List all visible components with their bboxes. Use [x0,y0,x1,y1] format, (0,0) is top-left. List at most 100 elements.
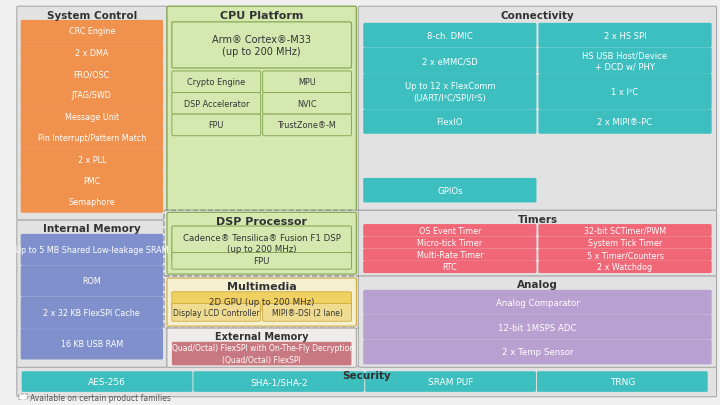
FancyBboxPatch shape [172,292,351,311]
Text: FRO/OSC: FRO/OSC [73,70,110,79]
FancyBboxPatch shape [194,371,364,392]
Text: DSP Accelerator: DSP Accelerator [184,100,249,109]
Text: 2D GPU (up to 200 MHz): 2D GPU (up to 200 MHz) [209,297,315,306]
Text: 2 x HS SPI: 2 x HS SPI [604,32,647,40]
FancyBboxPatch shape [172,342,351,354]
FancyBboxPatch shape [359,211,716,276]
Text: Analog Comparator: Analog Comparator [495,298,580,307]
FancyBboxPatch shape [172,115,261,136]
FancyBboxPatch shape [539,48,711,75]
Text: Internal Memory: Internal Memory [43,224,140,234]
FancyBboxPatch shape [21,328,163,360]
Text: Security: Security [342,370,391,380]
FancyBboxPatch shape [17,367,716,397]
FancyBboxPatch shape [21,128,163,149]
FancyBboxPatch shape [263,304,351,322]
FancyBboxPatch shape [539,110,711,134]
Text: SRAM PUF: SRAM PUF [428,377,473,386]
Text: Up to 12 x FlexComm
(UART/I²C/SPI/I²S): Up to 12 x FlexComm (UART/I²C/SPI/I²S) [405,82,495,102]
Text: 2 x Watchdog: 2 x Watchdog [598,263,652,272]
FancyBboxPatch shape [363,315,711,340]
FancyBboxPatch shape [539,224,711,237]
FancyBboxPatch shape [21,170,163,192]
Text: AES-256: AES-256 [88,377,126,386]
FancyBboxPatch shape [164,276,359,328]
Text: Arm® Cortex®-M33
(up to 200 MHz): Arm® Cortex®-M33 (up to 200 MHz) [212,35,311,57]
Text: Analog: Analog [517,280,558,290]
Text: JTAG/SWD: JTAG/SWD [72,91,112,100]
FancyBboxPatch shape [363,224,536,237]
Text: OS Event Timer: OS Event Timer [418,226,481,235]
Text: Multi-Rate Timer: Multi-Rate Timer [417,251,483,260]
FancyBboxPatch shape [21,149,163,171]
Text: Timers: Timers [518,214,557,224]
Text: 12-bit 1MSPS ADC: 12-bit 1MSPS ADC [498,323,577,332]
FancyBboxPatch shape [363,290,711,315]
Text: 2 x 32 KB FlexSPI Cache: 2 x 32 KB FlexSPI Cache [43,308,140,317]
FancyBboxPatch shape [167,328,356,367]
FancyBboxPatch shape [167,7,356,211]
FancyBboxPatch shape [539,75,711,110]
FancyBboxPatch shape [263,72,351,93]
Text: Up to 5 MB Shared Low-leakage SRAM: Up to 5 MB Shared Low-leakage SRAM [15,245,168,254]
FancyBboxPatch shape [172,23,351,69]
Text: Multimedia: Multimedia [227,281,297,292]
FancyBboxPatch shape [22,371,192,392]
FancyBboxPatch shape [363,179,536,203]
Text: 5 x Timer/Counters: 5 x Timer/Counters [587,251,664,260]
FancyBboxPatch shape [172,304,261,322]
FancyBboxPatch shape [172,353,351,365]
Text: (Quad/Octal) FlexSPI: (Quad/Octal) FlexSPI [222,355,301,364]
FancyBboxPatch shape [21,297,163,328]
Text: NVIC: NVIC [297,100,317,109]
Text: Available on certain product families: Available on certain product families [30,392,171,402]
Text: MPU: MPU [298,78,316,87]
Text: 2 x DMA: 2 x DMA [75,49,109,58]
FancyBboxPatch shape [21,106,163,128]
FancyBboxPatch shape [363,261,536,273]
Text: Cadence® Tensilica® Fusion F1 DSP
(up to 200 MHz): Cadence® Tensilica® Fusion F1 DSP (up to… [183,234,341,254]
FancyBboxPatch shape [172,72,261,93]
FancyBboxPatch shape [167,278,356,326]
Text: Pin Interrupt/Pattern Match: Pin Interrupt/Pattern Match [37,134,146,143]
FancyBboxPatch shape [17,221,167,367]
FancyBboxPatch shape [359,276,716,367]
FancyBboxPatch shape [539,237,711,249]
Text: FlexIO: FlexIO [436,118,463,127]
FancyBboxPatch shape [21,21,163,43]
FancyBboxPatch shape [363,24,536,48]
FancyBboxPatch shape [164,211,359,276]
FancyBboxPatch shape [21,42,163,64]
Text: SHA-1/SHA-2: SHA-1/SHA-2 [250,377,307,386]
FancyBboxPatch shape [539,24,711,48]
Text: HS USB Host/Device
+ DCD w/ PHY: HS USB Host/Device + DCD w/ PHY [582,51,667,72]
FancyBboxPatch shape [167,213,356,275]
Text: Semaphore: Semaphore [68,198,115,207]
Text: Message Unit: Message Unit [65,113,119,121]
Text: External Memory: External Memory [215,332,308,341]
Text: 2 x eMMC/SD: 2 x eMMC/SD [422,57,478,66]
FancyBboxPatch shape [172,93,261,115]
Text: DSP Processor: DSP Processor [216,216,307,226]
FancyBboxPatch shape [363,249,536,261]
FancyBboxPatch shape [365,371,536,392]
FancyBboxPatch shape [21,64,163,85]
FancyBboxPatch shape [537,371,708,392]
FancyBboxPatch shape [363,237,536,249]
Text: FPU: FPU [209,121,224,130]
Text: 16 KB USB RAM: 16 KB USB RAM [60,339,123,348]
FancyBboxPatch shape [363,340,711,364]
Text: Crypto Engine: Crypto Engine [187,78,246,87]
Text: TRNG: TRNG [610,377,635,386]
Text: MIPI®-DSI (2 lane): MIPI®-DSI (2 lane) [271,308,343,317]
Text: 2 x Temp Sensor: 2 x Temp Sensor [502,347,573,356]
Text: ROM: ROM [83,277,102,286]
Text: Display LCD Controller: Display LCD Controller [173,308,260,317]
Text: GPIOs: GPIOs [437,186,463,195]
FancyBboxPatch shape [363,75,536,110]
Text: 32-bit SCTimer/PWM: 32-bit SCTimer/PWM [584,226,666,235]
FancyBboxPatch shape [539,261,711,273]
FancyBboxPatch shape [172,226,351,261]
FancyBboxPatch shape [263,115,351,136]
Text: PMC: PMC [84,177,101,185]
